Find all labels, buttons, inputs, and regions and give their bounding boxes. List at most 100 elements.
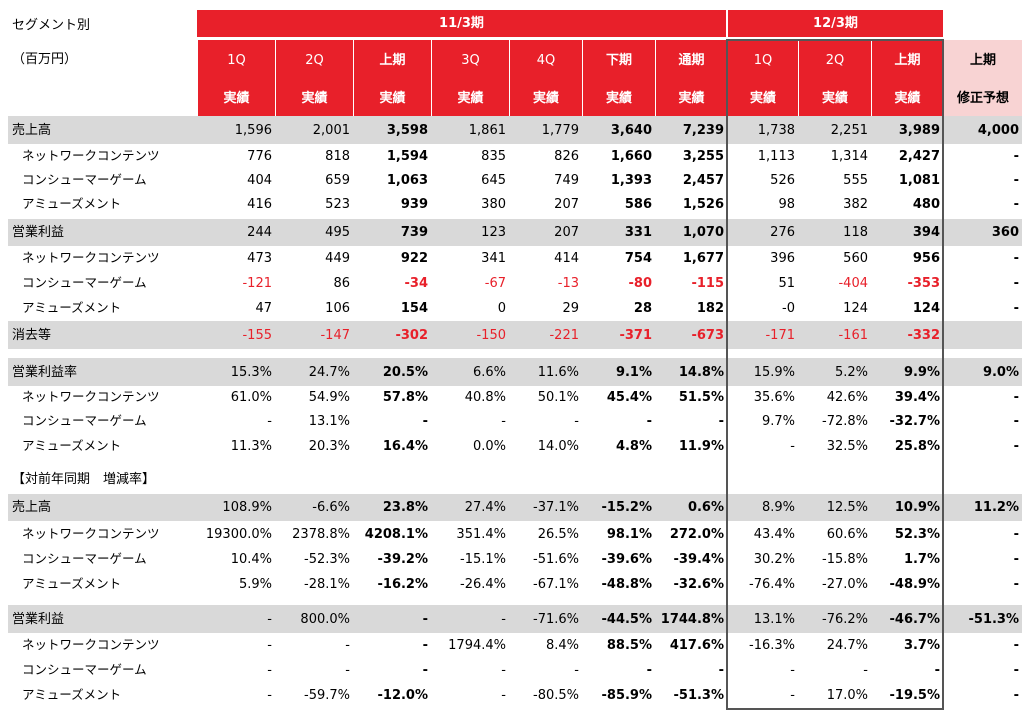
table-cell: - — [267, 663, 272, 678]
column-header-type: 実績 — [656, 80, 727, 116]
table-cell: 13.1% — [753, 611, 795, 627]
table-cell: 8.9% — [761, 500, 795, 515]
table-cell: 11.3% — [230, 438, 272, 454]
table-cell: 123 — [481, 225, 506, 240]
column-header-period: 上期 — [354, 40, 431, 80]
table-cell: -371 — [619, 327, 652, 343]
table-cell: -39.6% — [601, 552, 653, 567]
table-cell: 24.7% — [826, 637, 868, 653]
row-label: 営業利益率 — [12, 364, 78, 380]
table-cell: 98 — [778, 196, 795, 212]
table-cell: -353 — [907, 276, 940, 291]
table-cell: 25.8% — [894, 438, 940, 454]
table-cell: -155 — [242, 327, 272, 343]
table-cell: 1744.8% — [660, 611, 724, 627]
table-cell: 2,457 — [682, 172, 724, 188]
table-cell: 124 — [843, 301, 868, 316]
table-cell: 276 — [770, 225, 795, 240]
row-label: 営業利益 — [12, 225, 65, 240]
table-cell: 1,070 — [682, 225, 724, 240]
table-cell: - — [345, 637, 350, 653]
table-cell: 826 — [554, 148, 579, 164]
table-cell: 331 — [624, 225, 652, 240]
table-cell: -27.0% — [822, 577, 868, 592]
table-cell: 8.4% — [545, 637, 579, 653]
table-cell: 1,738 — [757, 122, 795, 138]
table-cell: 939 — [400, 196, 428, 212]
table-cell: 341 — [481, 251, 506, 266]
table-cell: 3,255 — [682, 148, 724, 164]
column-header-period: 下期 — [583, 40, 655, 80]
table-cell: 776 — [247, 148, 272, 164]
table-cell: 17.0% — [826, 688, 868, 703]
table-cell: -121 — [242, 276, 272, 291]
table-cell: 13.1% — [308, 414, 350, 429]
table-cell: 11.9% — [678, 438, 724, 454]
table-cell: - — [1013, 276, 1019, 291]
column-header-period: 2Q — [799, 40, 871, 80]
table-cell: -51.3% — [968, 611, 1020, 627]
table-cell: -0 — [782, 301, 795, 316]
table-cell: 473 — [247, 251, 272, 266]
table-cell: - — [718, 414, 724, 429]
unit-label: （百万円） — [12, 51, 78, 67]
table-cell: 555 — [843, 172, 868, 188]
table-cell: 6.6% — [472, 364, 506, 380]
table-cell: -26.4% — [460, 577, 506, 592]
table-cell: - — [1013, 414, 1019, 429]
row-shading — [8, 605, 1022, 633]
table-cell: -51.6% — [533, 552, 579, 567]
table-cell: 1,779 — [541, 122, 579, 138]
table-cell: 800.0% — [300, 611, 350, 627]
row-label: 売上高 — [12, 122, 52, 138]
row-shading — [8, 321, 1022, 349]
table-cell: 26.5% — [537, 526, 579, 542]
table-cell: 10.4% — [230, 552, 272, 567]
table-cell: 1,594 — [386, 148, 428, 164]
table-cell: 40.8% — [464, 389, 506, 405]
table-cell: - — [1013, 637, 1019, 653]
table-cell: - — [790, 663, 795, 678]
section-label: 【対前年同期 増減率】 — [12, 471, 156, 487]
group-header-fy12: 12/3期 — [728, 10, 943, 37]
table-cell: - — [267, 637, 272, 653]
column-header-type: 実績 — [728, 80, 798, 116]
table-cell: 3,598 — [386, 122, 428, 138]
column-header-type: 実績 — [354, 80, 431, 116]
table-cell: 0.0% — [472, 438, 506, 454]
table-cell: -51.3% — [673, 688, 725, 703]
table-cell: - — [267, 688, 272, 703]
table-cell: 417.6% — [669, 637, 724, 653]
table-cell: -404 — [838, 276, 868, 291]
row-label: コンシューマーゲーム — [22, 413, 147, 429]
table-cell: 360 — [991, 225, 1019, 240]
table-cell: -19.5% — [889, 688, 941, 703]
row-shading — [8, 219, 1022, 246]
table-cell: -171 — [765, 327, 795, 343]
table-cell: -76.4% — [749, 577, 795, 592]
table-cell: 124 — [912, 301, 940, 316]
table-cell: - — [1013, 526, 1019, 542]
table-cell: - — [501, 414, 506, 429]
table-cell: -48.9% — [889, 577, 941, 592]
table-cell: 51 — [778, 276, 795, 291]
table-cell: - — [1013, 663, 1019, 678]
table-cell: 14.0% — [537, 438, 579, 454]
table-cell: 14.8% — [678, 364, 724, 380]
table-cell: 3,989 — [898, 122, 940, 138]
table-cell: 60.6% — [826, 526, 868, 542]
table-cell: 1794.4% — [448, 637, 506, 653]
table-cell: 20.3% — [308, 438, 350, 454]
table-cell: -6.6% — [312, 500, 350, 515]
table-cell: 88.5% — [606, 637, 652, 653]
table-cell: 404 — [247, 172, 272, 188]
table-cell: - — [1013, 148, 1019, 164]
table-cell: -221 — [549, 327, 579, 343]
row-label: ネットワークコンテンツ — [22, 388, 160, 404]
table-cell: 835 — [481, 148, 506, 164]
table-cell: 659 — [325, 172, 350, 188]
table-cell: 35.6% — [753, 389, 795, 405]
table-cell: 50.1% — [537, 389, 579, 405]
column-header-period: 1Q — [728, 40, 798, 80]
table-cell: 207 — [554, 196, 579, 212]
